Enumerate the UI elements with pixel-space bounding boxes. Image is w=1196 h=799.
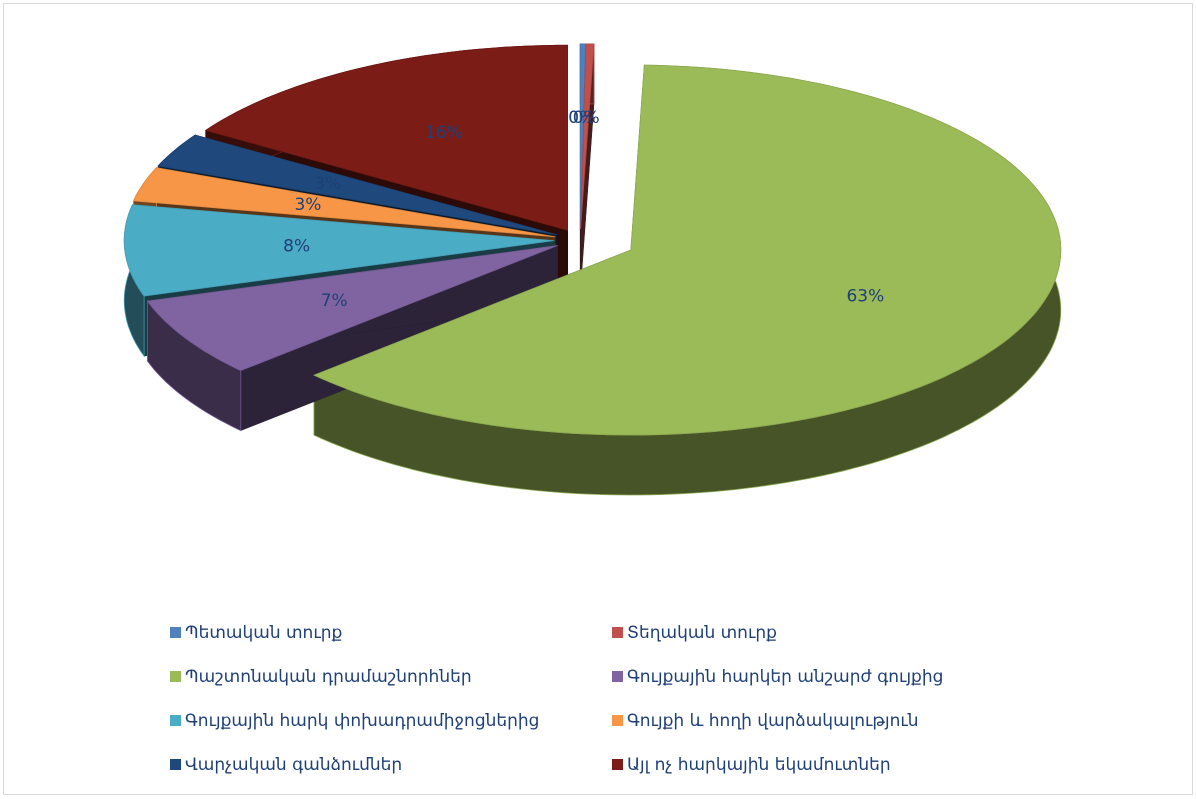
pie-slice [312,64,1062,436]
legend-label: Գույքային հարկեր անշարժ գույքից [627,667,943,687]
data-label: 3% [314,174,341,194]
pie-slice [204,44,568,231]
legend-label: Պետական տուրք [185,623,342,643]
data-label: 63% [846,286,884,306]
legend-label: Գույքի և հողի վարձակալություն [627,711,919,731]
legend-swatch [612,627,623,638]
pie-slice [132,167,556,238]
pie-slice [123,204,555,297]
legend-swatch [612,671,623,682]
data-label: 3% [294,195,321,215]
data-label: 8% [283,237,310,257]
legend-label: Վարչական գանձումներ [185,755,402,775]
legend-swatch [612,715,623,726]
legend-label: Տեղական տուրք [627,623,777,643]
legend-label: Պաշտոնական դրամաշնորհներ [185,667,472,687]
legend-swatch [170,671,181,682]
pie-slice [146,245,558,372]
legend-swatch [170,627,181,638]
data-label: 16% [425,123,463,143]
data-label: 0% [568,108,595,128]
data-label: 0% [573,108,600,128]
legend-label: Այլ ոչ հարկային եկամուտներ [627,755,891,775]
pie-slice [580,43,595,229]
data-label: 7% [321,291,348,311]
legend-swatch [612,759,623,770]
pie-slice [157,134,558,236]
legend-label: Գույքային հարկ փոխադրամիջոցներից [185,711,539,731]
legend-swatch [170,715,181,726]
legend-swatch [170,759,181,770]
